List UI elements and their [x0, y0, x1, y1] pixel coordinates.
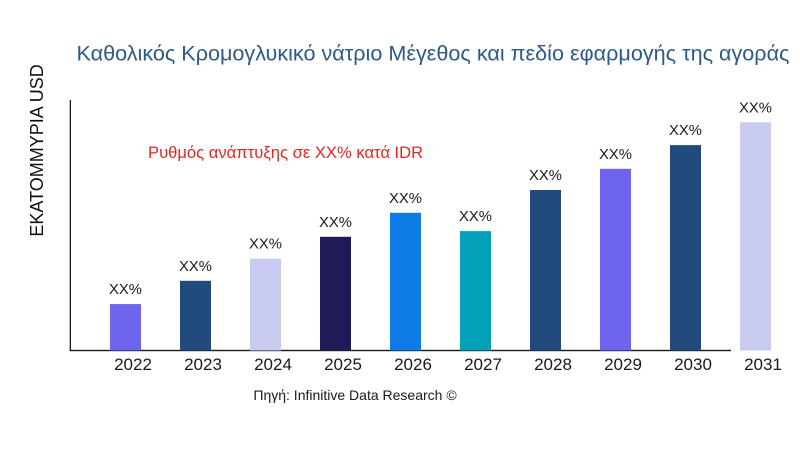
svg-text:XX%: XX%: [529, 168, 562, 184]
svg-text:XX%: XX%: [179, 259, 212, 275]
svg-text:2029: 2029: [604, 355, 642, 374]
svg-text:2026: 2026: [394, 355, 432, 374]
svg-text:XX%: XX%: [249, 237, 282, 253]
svg-text:XX%: XX%: [459, 209, 492, 225]
svg-text:XX%: XX%: [389, 191, 422, 207]
svg-text:2022: 2022: [114, 355, 152, 374]
svg-text:2030: 2030: [674, 355, 712, 374]
svg-text:2024: 2024: [254, 355, 292, 374]
svg-text:Πηγή: Infinitive Data Research: Πηγή: Infinitive Data Research ©: [253, 387, 457, 403]
svg-text:2028: 2028: [534, 355, 572, 374]
svg-text:ΕΚΑΤΟΜΜΥΡΙΑ USD: ΕΚΑΤΟΜΜΥΡΙΑ USD: [27, 64, 47, 236]
svg-text:2027: 2027: [464, 355, 502, 374]
svg-text:Ρυθμός ανάπτυξης σε XX% κατά I: Ρυθμός ανάπτυξης σε XX% κατά IDR: [148, 143, 423, 162]
svg-text:XX%: XX%: [669, 123, 702, 139]
svg-text:XX%: XX%: [739, 100, 772, 116]
svg-text:XX%: XX%: [599, 147, 632, 163]
svg-text:2023: 2023: [184, 355, 222, 374]
svg-text:Καθολικός Κρομογλυκικό νάτριο: Καθολικός Κρομογλυκικό νάτριο Μέγεθος κα…: [77, 41, 790, 66]
svg-text:XX%: XX%: [319, 215, 352, 231]
svg-text:2031: 2031: [744, 355, 782, 374]
svg-text:2025: 2025: [324, 355, 362, 374]
svg-text:XX%: XX%: [109, 282, 142, 298]
